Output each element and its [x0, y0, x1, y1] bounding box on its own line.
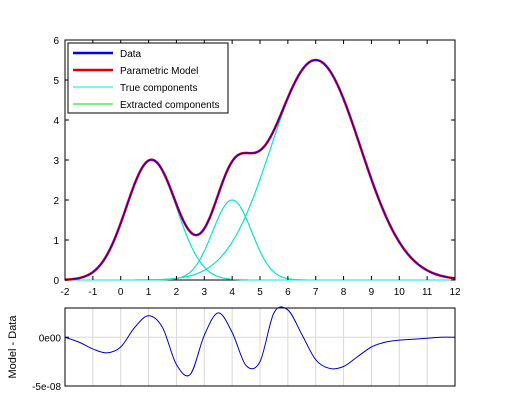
top-y-tick-label: 2: [53, 196, 59, 207]
top-x-tick-label: 6: [285, 287, 291, 298]
residual-curve: [64, 306, 456, 377]
top-x-tick-label: 3: [202, 287, 208, 298]
bottom-y-axis-ticks: 0e00 -5e-08: [32, 333, 69, 393]
data-line: [64, 59, 456, 281]
top-x-tick-label: 2: [174, 287, 180, 298]
bottom-y-tick-label: -5e-08: [32, 382, 61, 393]
legend-label-sum: Data: [120, 49, 142, 60]
top-plot-curves: [64, 58, 456, 281]
top-y-tick-label: 1: [53, 236, 59, 247]
top-x-tick-label: 0: [118, 287, 124, 298]
residual-line: [64, 306, 456, 377]
legend-label-true: True components: [120, 83, 197, 94]
top-x-tick-label: 1: [146, 287, 152, 298]
bottom-y-tick-label: 0e00: [39, 333, 62, 344]
top-x-tick-label: 5: [257, 287, 263, 298]
top-y-tick-label: 5: [53, 76, 59, 87]
bottom-plot-grid: [64, 308, 456, 387]
top-x-tick-label: 7: [313, 287, 319, 298]
top-y-tick-label: 3: [53, 156, 59, 167]
top-y-tick-label: 4: [53, 116, 59, 127]
top-x-tick-label: 9: [369, 287, 375, 298]
top-x-tick-label: 11: [422, 287, 433, 298]
legend: Data Parametric Model True components Extra…: [67, 42, 229, 114]
bottom-y-axis-label: Model - Data: [7, 315, 19, 379]
bottom-plot-frame: [64, 307, 456, 387]
top-x-tick-label: 12: [449, 287, 461, 298]
top-y-tick-label: 0: [53, 276, 59, 287]
legend-label-extracted: Extracted components: [120, 100, 220, 111]
legend-label-model: Parametric Model: [120, 66, 198, 77]
top-y-tick-label: 6: [53, 36, 59, 47]
top-x-tick-label: 8: [341, 287, 347, 298]
top-x-tick-label: 10: [394, 287, 406, 298]
bottom-plot: 0e00 -5e-08 Model - Data: [7, 306, 456, 393]
top-x-tick-label: -1: [88, 287, 97, 298]
top-x-tick-label: -2: [61, 287, 70, 298]
top-x-tick-label: 4: [229, 287, 235, 298]
legend-box: [67, 42, 229, 114]
top-y-axis-ticks: 0 1 2 3 4 5 6: [53, 36, 455, 287]
